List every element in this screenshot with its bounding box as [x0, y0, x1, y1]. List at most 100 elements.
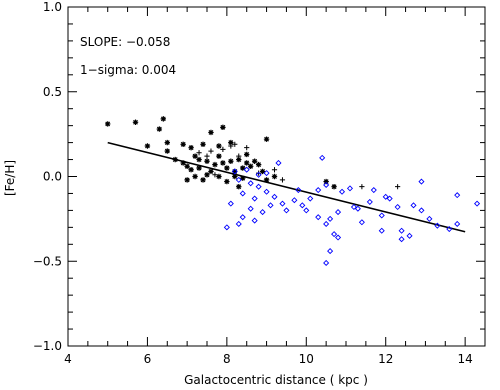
asterisk-point — [200, 177, 206, 183]
asterisk-point — [204, 158, 210, 164]
diamond-point — [243, 166, 250, 173]
diamond-point — [267, 202, 274, 209]
asterisk-point — [132, 119, 139, 125]
asterisk-point — [208, 129, 214, 136]
asterisk-point — [196, 156, 202, 163]
y-tick-label: 0.5 — [43, 85, 62, 99]
plus-point — [204, 153, 210, 159]
diamond-point — [426, 215, 433, 222]
y-axis-label: [Fe/H] — [3, 160, 17, 196]
asterisk-point — [144, 143, 151, 149]
plus-point — [244, 145, 250, 151]
asterisk-point — [271, 173, 278, 180]
diamond-point — [434, 222, 441, 229]
diamond-point — [406, 232, 413, 239]
asterisk-point — [255, 161, 262, 168]
fit-line-layer — [107, 141, 466, 233]
plus-point — [279, 177, 286, 183]
diamond-point — [418, 178, 425, 185]
plus-point — [208, 148, 214, 154]
x-tick-label: 8 — [223, 352, 231, 366]
diamond-point — [223, 224, 230, 231]
asterisk-point — [263, 177, 270, 183]
x-tick-label: 6 — [144, 352, 152, 366]
y-tick-label: −0.5 — [33, 254, 62, 268]
diamond-point — [378, 227, 385, 234]
diamond-point — [410, 202, 417, 209]
asterisk-point — [208, 168, 214, 175]
diamond-point — [303, 207, 310, 214]
asterisk-point — [240, 175, 246, 181]
axes-layer: 4 6 8 10 12 14 −1.0 −0.5 0.0 0.5 1.0 — [33, 0, 485, 366]
plus-point — [271, 167, 278, 173]
x-tick-label: 14 — [458, 352, 473, 366]
diamond-point — [335, 234, 342, 241]
data-points-layer — [105, 116, 481, 266]
asterisk-point — [216, 153, 222, 159]
asterisk-point — [244, 160, 250, 166]
asterisk-point — [204, 172, 210, 178]
diamond-point — [338, 188, 346, 195]
asterisk-point — [228, 139, 234, 146]
plus-point — [395, 184, 401, 190]
asterisk-point — [105, 121, 111, 127]
diamond-point — [315, 187, 322, 194]
diamond-point — [315, 214, 322, 221]
asterisk-point — [228, 158, 234, 164]
plus-point — [220, 146, 226, 152]
diamond-point — [474, 200, 481, 207]
diamond-point — [235, 220, 242, 227]
diamond-point — [295, 187, 302, 194]
diamond-point — [247, 205, 254, 212]
plus-point — [232, 141, 238, 147]
diamond-point — [454, 192, 461, 199]
diamond-point — [251, 195, 258, 202]
asterisk-point — [216, 143, 222, 149]
asterisk-point — [200, 141, 206, 147]
diamond-point — [259, 209, 266, 216]
slope-annotation: SLOPE: −0.058 — [80, 35, 170, 49]
diamond-point — [331, 231, 338, 238]
fit-line — [107, 141, 466, 233]
plus-point — [228, 143, 234, 149]
asterisk-point — [156, 126, 163, 132]
asterisk-point — [224, 178, 230, 185]
asterisk-point — [220, 160, 226, 166]
sigma-annotation: 1−sigma: 0.004 — [80, 63, 176, 77]
asterisk-point — [232, 168, 238, 175]
diamond-point — [271, 193, 278, 200]
asterisk-point — [236, 156, 242, 163]
diamond-point — [446, 226, 453, 233]
y-tick-label: 1.0 — [43, 0, 62, 14]
diamond-point — [263, 170, 270, 177]
diamond-point — [418, 207, 425, 214]
asterisk-point — [244, 151, 250, 158]
asterisk-point — [259, 168, 266, 175]
diamond-point — [279, 200, 286, 207]
asterisk-point — [331, 183, 337, 190]
plus-point — [256, 170, 262, 176]
x-tick-label: 12 — [378, 352, 393, 366]
diamond-point — [255, 171, 262, 178]
asterisk-point — [164, 139, 170, 146]
diamond-point — [235, 176, 242, 183]
diamond-point — [358, 219, 365, 226]
diamond-point — [386, 195, 393, 202]
asterisk-point — [220, 124, 226, 131]
diamond-point — [247, 180, 254, 187]
diamond-point — [346, 185, 354, 192]
diamond-point — [382, 193, 389, 200]
diamond-point — [378, 212, 385, 219]
diamond-point — [299, 202, 306, 209]
asterisk-point — [184, 177, 190, 183]
diamond-point — [398, 227, 405, 234]
diamond-point — [231, 168, 238, 175]
asterisk-point — [236, 183, 242, 190]
diamond-point — [283, 207, 290, 214]
diamond-point — [394, 203, 401, 211]
asterisk-point — [323, 178, 329, 185]
plus-point — [212, 172, 218, 178]
diamond-point — [350, 203, 357, 211]
